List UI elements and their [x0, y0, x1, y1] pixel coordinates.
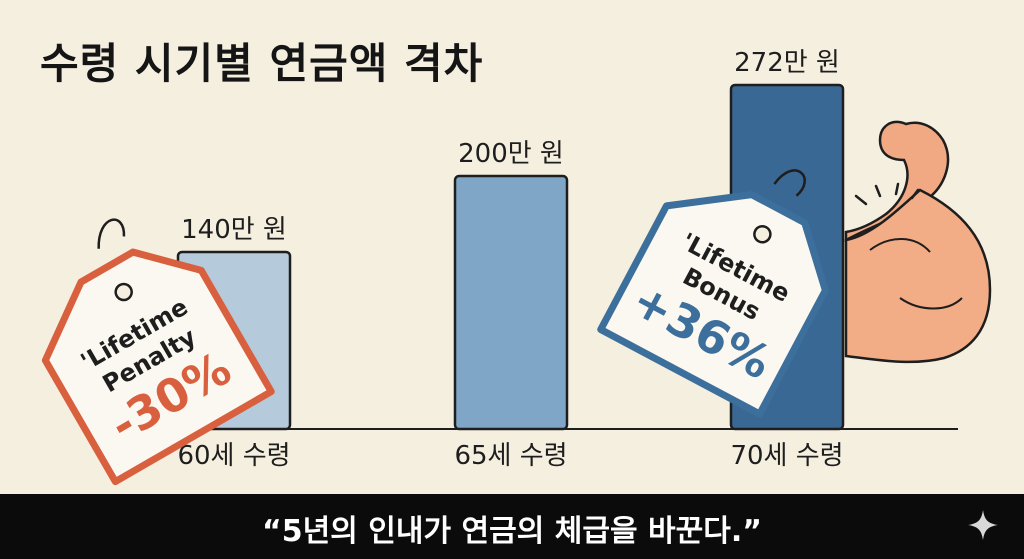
category-label-1: 60세 수령: [177, 441, 290, 471]
value-labels: 140만 원 200만 원 272만 원: [181, 48, 840, 245]
category-label-3: 70세 수령: [730, 441, 843, 471]
penalty-tag: 'Lifetime Penalty -30%: [41, 218, 275, 486]
caption-text: “5년의 인내가 연금의 체급을 바꾼다.”: [262, 514, 762, 549]
value-label-1: 140만 원: [181, 215, 287, 245]
chart-title: 수령 시기별 연금액 격차: [40, 39, 484, 88]
flexed-arm-icon: [844, 120, 992, 364]
category-label-2: 65세 수령: [454, 441, 567, 471]
category-labels: 60세 수령 65세 수령 70세 수령: [177, 441, 843, 471]
bonus-tag: 'Lifetime Bonus +36%: [597, 169, 829, 418]
value-label-2: 200만 원: [458, 139, 564, 169]
value-label-3: 272만 원: [734, 48, 840, 78]
bar-2: [453, 174, 569, 431]
caption-bar: “5년의 인내가 연금의 체급을 바꾼다.”: [0, 494, 1024, 559]
sparkle-icon: [968, 510, 998, 540]
